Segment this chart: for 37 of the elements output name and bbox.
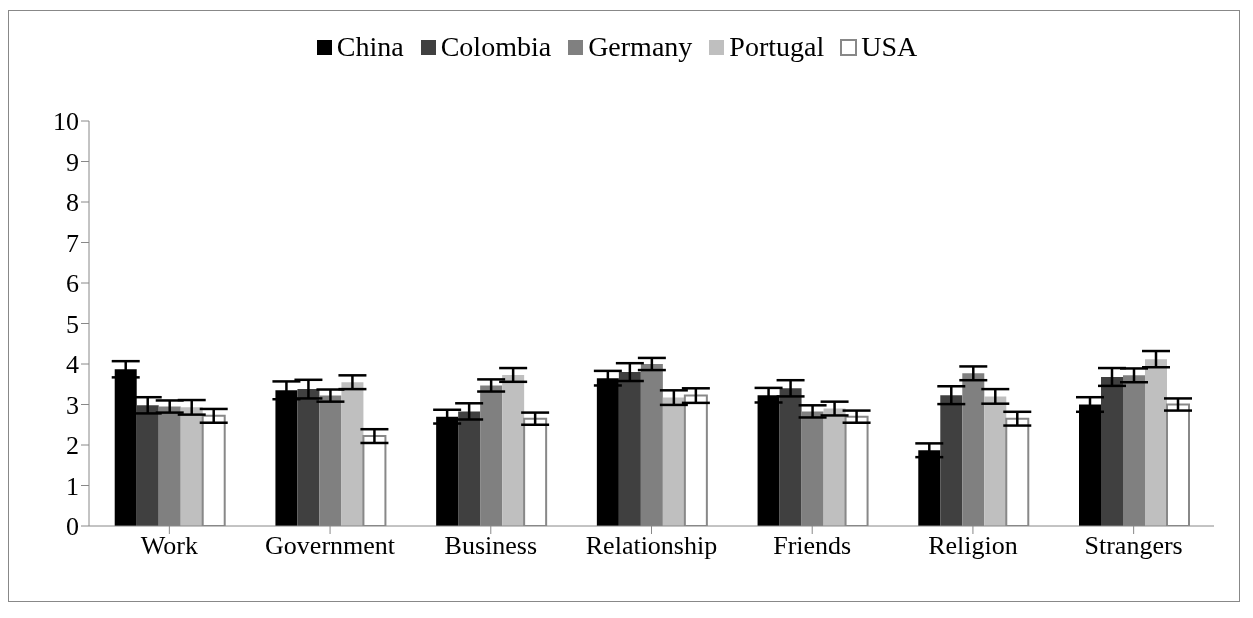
legend-label: USA — [860, 31, 918, 63]
x-tick-label: Religion — [928, 531, 1018, 561]
bar — [458, 411, 481, 526]
bar — [180, 407, 203, 526]
y-tick-label: 2 — [66, 431, 79, 461]
y-tick-label: 5 — [66, 309, 79, 339]
bar — [341, 382, 364, 526]
x-tick-label: Friends — [773, 531, 852, 561]
y-tick-label: 3 — [66, 390, 79, 420]
x-tick-label: Strangers — [1084, 531, 1183, 561]
bar — [1145, 359, 1167, 526]
y-tick-label: 6 — [66, 269, 79, 299]
legend-label: Portugal — [728, 31, 825, 63]
bar — [984, 396, 1007, 526]
x-tick-label: Work — [140, 531, 198, 561]
y-tick-label: 1 — [66, 471, 79, 501]
y-tick-label: 8 — [66, 188, 79, 218]
x-tick-label: Relationship — [585, 531, 718, 561]
bar — [1101, 376, 1123, 526]
x-tick-label: Business — [444, 531, 538, 561]
bar — [940, 395, 963, 526]
bar — [618, 372, 641, 526]
y-tick-label: 7 — [66, 228, 79, 258]
y-tick-label: 9 — [66, 147, 79, 177]
legend-label: Colombia — [439, 31, 552, 63]
y-tick-label: 10 — [53, 107, 79, 137]
x-tick-label: Government — [265, 531, 396, 561]
y-tick-label: 0 — [66, 512, 79, 542]
bar — [136, 405, 159, 526]
legend-label: China — [335, 31, 404, 63]
bar — [297, 389, 320, 526]
bar — [823, 408, 846, 526]
bar — [502, 374, 525, 526]
y-tick-label: 4 — [66, 350, 79, 380]
bar — [779, 388, 802, 526]
bar — [662, 397, 685, 526]
legend-label: Germany — [587, 31, 693, 63]
